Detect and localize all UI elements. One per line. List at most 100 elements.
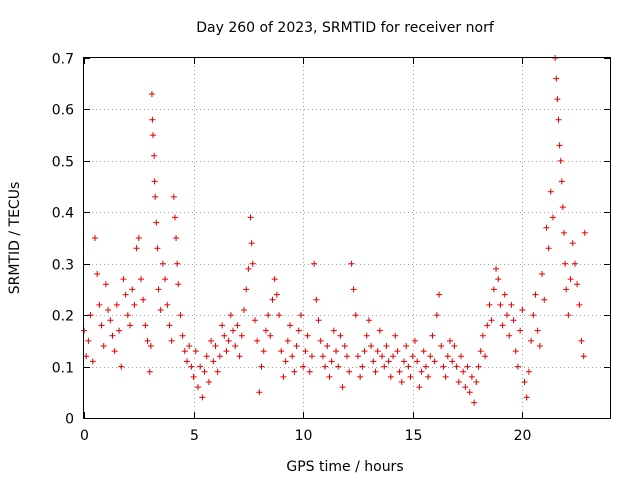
x-tick-label: 0 — [80, 428, 89, 444]
data-point — [214, 368, 221, 375]
data-point — [333, 348, 340, 355]
data-point — [394, 348, 401, 355]
data-point — [385, 358, 392, 365]
data-point — [100, 343, 107, 349]
y-tick-label: 0.6 — [52, 103, 74, 119]
data-point — [427, 353, 434, 360]
data-point — [149, 116, 156, 123]
data-point — [574, 281, 581, 288]
data-point — [433, 312, 440, 319]
data-point — [330, 327, 337, 334]
data-point — [457, 353, 464, 360]
data-point — [512, 348, 519, 355]
data-point — [560, 229, 567, 236]
data-point — [171, 214, 178, 221]
data-point — [276, 312, 283, 319]
data-point — [571, 260, 578, 267]
data-point — [460, 368, 467, 375]
data-point — [359, 363, 366, 370]
data-point — [271, 276, 278, 283]
data-point — [151, 152, 158, 159]
data-point — [258, 363, 265, 370]
data-point — [273, 291, 280, 298]
data-point — [557, 157, 564, 164]
data-point — [168, 337, 175, 344]
data-point — [328, 358, 335, 365]
data-point — [175, 281, 182, 288]
data-point — [379, 353, 386, 360]
data-point — [398, 379, 405, 385]
data-point — [422, 363, 429, 370]
data-point — [581, 229, 588, 236]
data-point — [107, 317, 114, 324]
y-tick-label: 0.3 — [52, 258, 74, 274]
data-point — [403, 343, 410, 349]
data-point — [267, 332, 274, 339]
x-tick-label: 15 — [405, 428, 423, 444]
data-point — [295, 327, 302, 334]
grid-lines — [84, 58, 610, 418]
data-point — [192, 348, 199, 355]
data-point — [337, 332, 344, 339]
data-point — [249, 260, 256, 267]
data-point — [146, 368, 153, 375]
data-point — [468, 373, 475, 380]
y-tick-label: 0 — [65, 412, 74, 428]
data-point — [372, 368, 379, 375]
data-point — [578, 337, 585, 344]
data-point — [451, 343, 458, 349]
data-point — [247, 214, 254, 221]
data-point — [464, 363, 471, 370]
data-point — [291, 368, 298, 375]
data-point — [553, 75, 560, 82]
data-point — [186, 343, 193, 349]
data-point — [471, 399, 478, 406]
data-point — [148, 91, 155, 97]
data-point — [313, 296, 320, 303]
data-point — [462, 384, 469, 391]
data-point — [162, 276, 169, 283]
data-point — [453, 363, 460, 370]
data-point — [506, 332, 513, 339]
data-point — [265, 312, 272, 319]
data-point — [306, 368, 313, 375]
data-point — [339, 384, 346, 391]
data-point — [153, 219, 160, 226]
data-point — [567, 276, 574, 283]
data-point — [174, 260, 181, 267]
data-point — [447, 337, 454, 344]
data-point — [152, 193, 159, 200]
data-point — [212, 343, 219, 349]
data-point — [256, 389, 263, 396]
data-point — [501, 291, 508, 298]
data-point — [118, 363, 125, 370]
data-point — [210, 358, 217, 365]
data-point — [137, 276, 144, 283]
data-point — [354, 353, 361, 360]
data-point — [236, 353, 243, 360]
y-axis-label: SRMTID / TECUs — [7, 182, 23, 295]
data-point — [230, 327, 237, 334]
data-point — [181, 348, 188, 355]
data-point — [113, 301, 120, 308]
data-point — [466, 389, 473, 396]
data-point — [155, 286, 162, 293]
data-point — [390, 353, 397, 360]
y-tick-label: 0.2 — [52, 309, 74, 325]
data-point — [370, 358, 377, 365]
data-point — [297, 312, 304, 319]
data-point — [122, 291, 129, 298]
data-point — [361, 348, 368, 355]
data-point — [216, 353, 223, 360]
data-point — [477, 348, 484, 355]
data-point — [539, 271, 546, 277]
data-point — [438, 343, 445, 349]
data-point — [227, 312, 234, 319]
data-point — [482, 353, 489, 360]
data-point — [315, 317, 322, 324]
data-point — [357, 373, 364, 380]
data-point — [341, 343, 348, 349]
data-point — [147, 343, 154, 349]
data-point — [442, 373, 449, 380]
data-point — [545, 245, 552, 252]
